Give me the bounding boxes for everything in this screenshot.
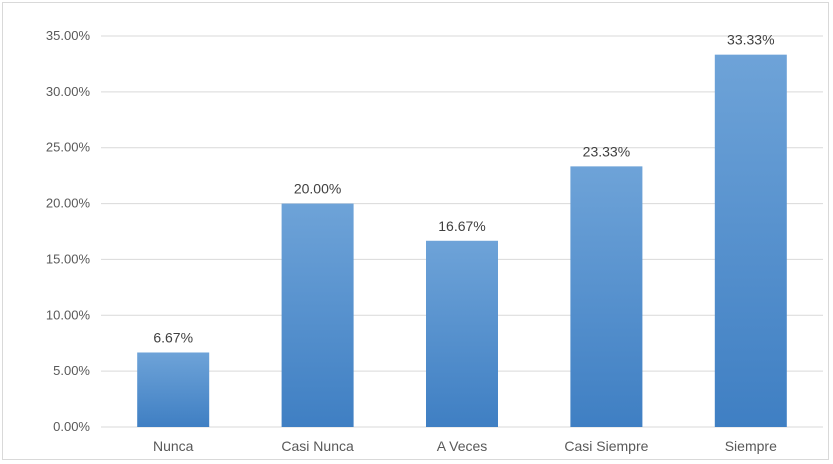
bar-chart: 0.00% 5.00% 10.00% 15.00% 20.00% 25.00% 30.00%… bbox=[46, 28, 823, 454]
y-tick-label: 5.00% bbox=[53, 363, 90, 378]
x-category-label: Nunca bbox=[153, 438, 194, 454]
x-category-label: Siempre bbox=[725, 438, 777, 454]
data-labels: 6.67% 20.00% 16.67% 23.33% 33.33% bbox=[153, 32, 774, 346]
bars bbox=[137, 54, 787, 428]
y-tick-label: 20.00% bbox=[46, 196, 91, 211]
y-tick-label: 10.00% bbox=[46, 307, 91, 322]
data-label: 6.67% bbox=[153, 329, 193, 345]
data-label: 33.33% bbox=[727, 32, 774, 48]
data-label: 23.33% bbox=[583, 143, 630, 159]
x-axis-category-labels: Nunca Casi Nunca A Veces Casi Siempre Siempr… bbox=[153, 438, 777, 454]
chart-frame: 0.00% 5.00% 10.00% 15.00% 20.00% 25.00% 30.00%… bbox=[2, 2, 829, 460]
bar-nunca bbox=[137, 352, 210, 427]
y-tick-label: 25.00% bbox=[46, 140, 91, 155]
bar-casi-siempre bbox=[570, 166, 643, 427]
data-label: 16.67% bbox=[438, 218, 485, 234]
y-tick-label: 30.00% bbox=[46, 84, 91, 99]
x-category-label: Casi Siempre bbox=[564, 438, 648, 454]
bar-a-veces bbox=[426, 240, 498, 427]
y-axis-tick-labels: 0.00% 5.00% 10.00% 15.00% 20.00% 25.00% 30.00%… bbox=[46, 28, 91, 434]
bar-siempre bbox=[714, 54, 787, 428]
y-tick-label: 0.00% bbox=[53, 419, 90, 434]
y-tick-label: 35.00% bbox=[46, 28, 91, 43]
data-label: 20.00% bbox=[294, 181, 341, 197]
x-category-label: A Veces bbox=[437, 438, 488, 454]
y-tick-label: 15.00% bbox=[46, 251, 91, 266]
bar-casi-nunca bbox=[281, 203, 354, 427]
x-category-label: Casi Nunca bbox=[281, 438, 354, 454]
